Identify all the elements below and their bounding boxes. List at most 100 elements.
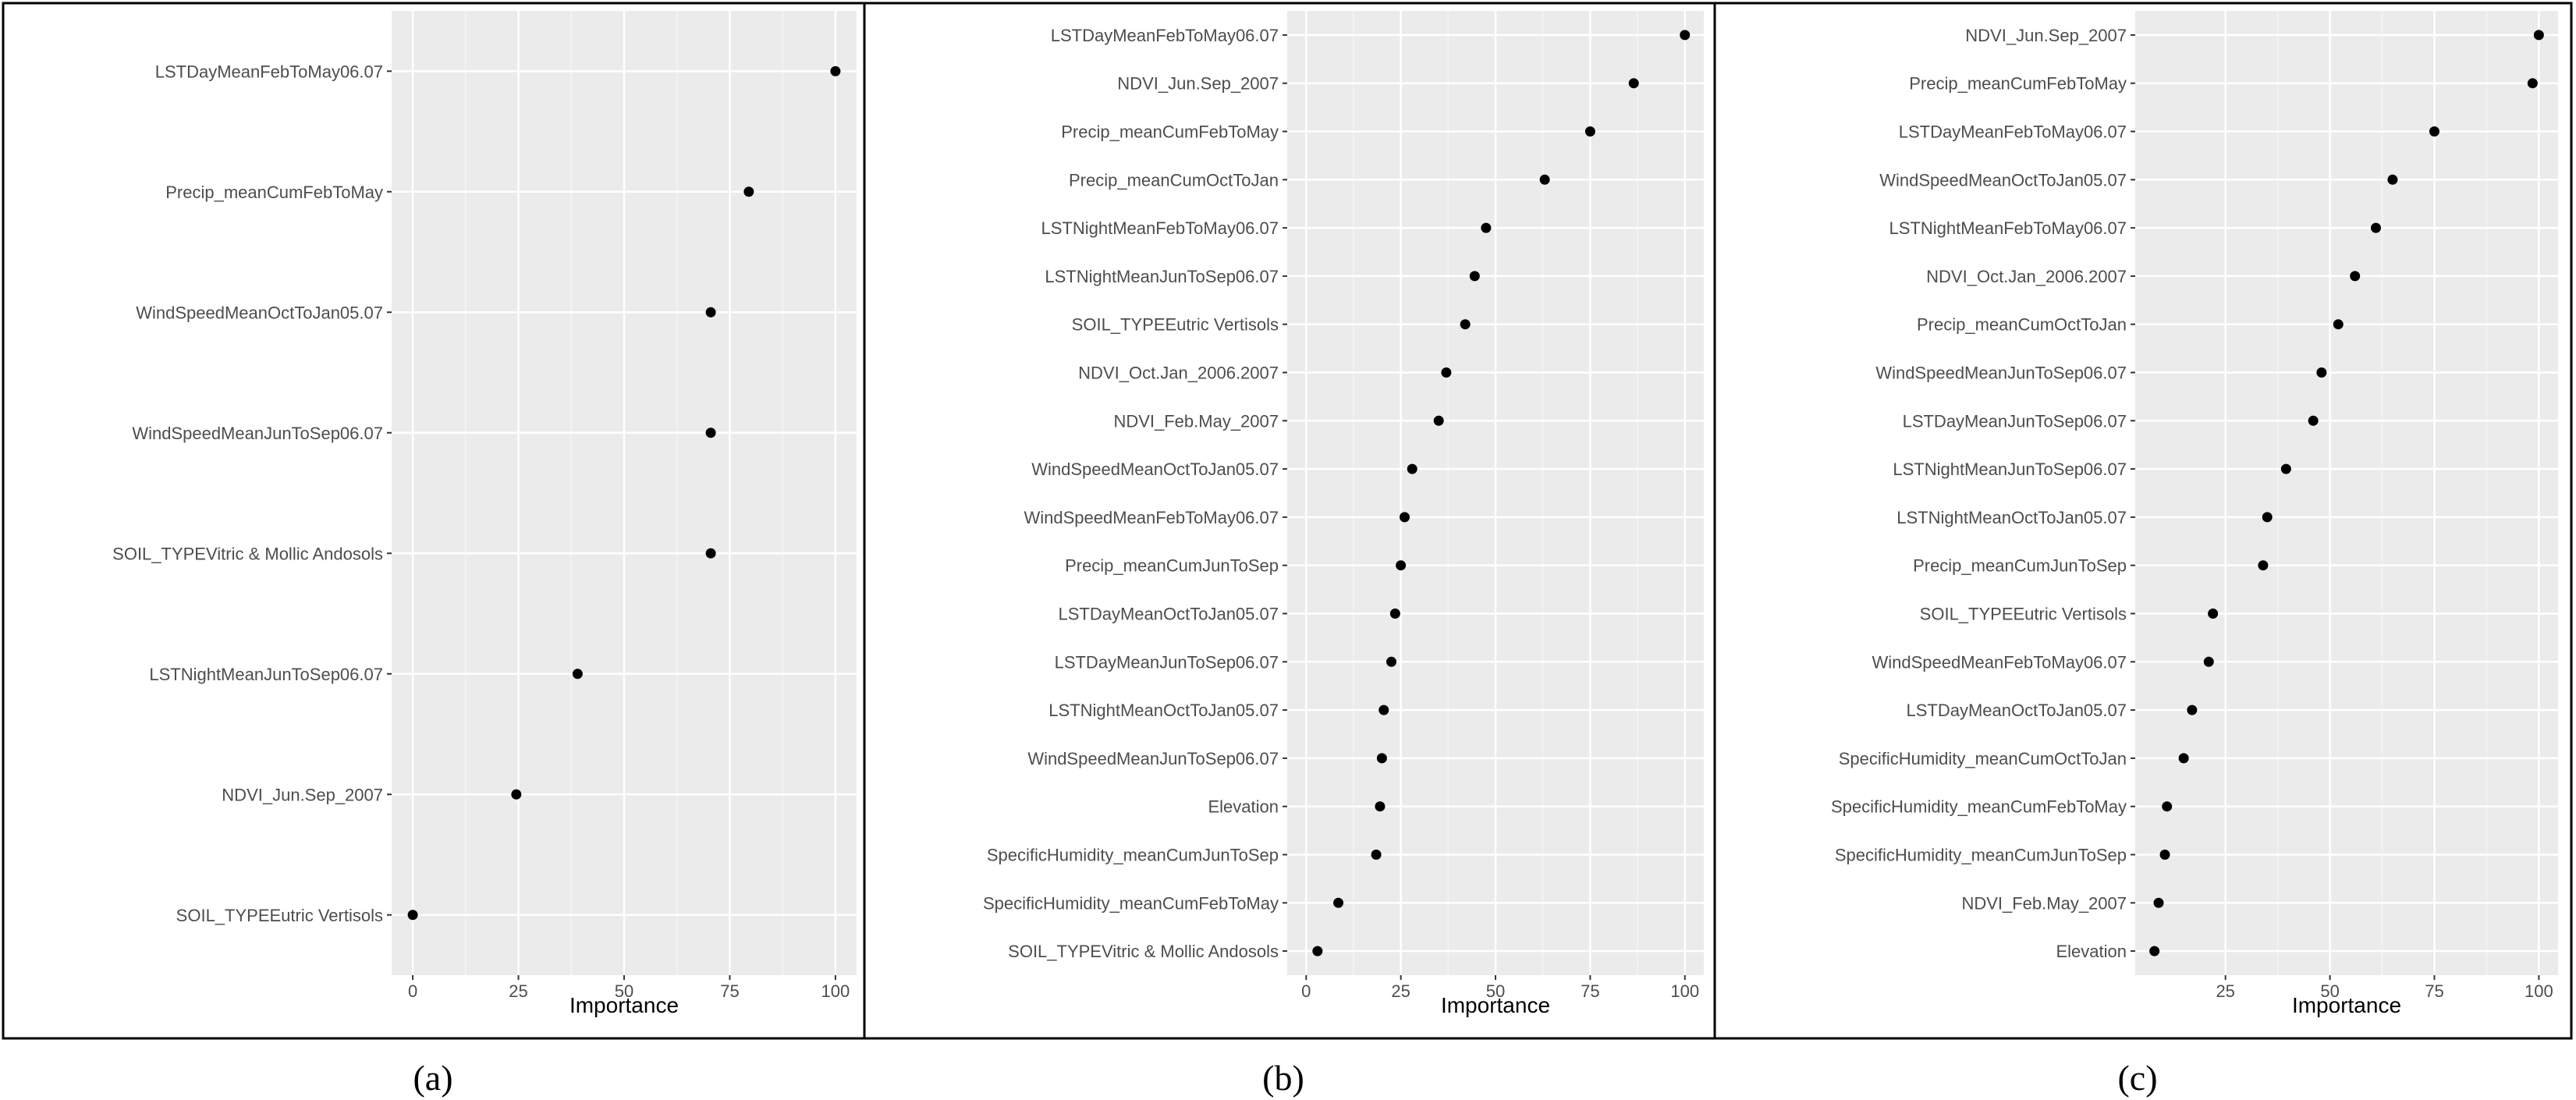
y-tick-label: SpecificHumidity_meanCumFebToMay [983, 893, 1279, 913]
y-tick-label: WindSpeedMeanFebToMay06.07 [1872, 652, 2127, 672]
data-point [2333, 319, 2344, 330]
y-tick-label: LSTDayMeanFebToMay06.07 [155, 62, 383, 81]
y-tick-label: LSTNightMeanJunToSep06.07 [1045, 267, 1279, 286]
data-point [1628, 78, 1639, 89]
data-point [2429, 126, 2439, 137]
data-point [2178, 753, 2189, 764]
data-point [705, 307, 716, 318]
panel-b: LSTDayMeanFebToMay06.07 NDVI_Jun.Sep_2007… [983, 11, 1704, 1098]
x-tick-label: 75 [720, 981, 739, 1001]
data-point [2203, 656, 2214, 667]
y-tick-label: LSTNightMeanFebToMay06.07 [1041, 218, 1279, 238]
panel-a-label: (a) [413, 1058, 452, 1098]
data-point [830, 66, 841, 76]
panel-c: NDVI_Jun.Sep_2007 Precip_meanCumFebToMay L… [1831, 11, 2558, 1098]
panel-a-x-tick-labels: 0 25 50 75 100 [408, 975, 850, 1001]
x-tick-label: 100 [821, 981, 850, 1001]
data-point [1680, 30, 1691, 41]
panel-c-x-tick-labels: 25 50 75 100 [2216, 975, 2553, 1001]
y-tick-label: Elevation [2056, 942, 2127, 961]
data-point [705, 428, 716, 438]
data-point [743, 186, 754, 197]
x-tick-label: 75 [2425, 981, 2443, 1001]
y-tick-label: LSTNightMeanJunToSep06.07 [149, 665, 383, 684]
data-point [1376, 753, 1387, 764]
y-tick-label: SOIL_TYPEVitric & Mollic Andosols [1008, 942, 1279, 961]
y-tick-label: SOIL_TYPEEutric Vertisols [1072, 315, 1279, 335]
x-tick-label: 25 [2216, 981, 2234, 1001]
data-point [1371, 850, 1382, 860]
data-point [2308, 415, 2319, 426]
data-point [2533, 30, 2544, 41]
y-tick-label: LSTDayMeanJunToSep06.07 [1903, 411, 2127, 431]
x-tick-label: 0 [1301, 981, 1311, 1001]
x-tick-label: 50 [615, 981, 633, 1001]
y-tick-label: LSTDayMeanFebToMay06.07 [1051, 26, 1279, 45]
x-tick-label: 50 [2320, 981, 2339, 1001]
data-point [2208, 609, 2219, 619]
data-point [1378, 704, 1389, 715]
y-tick-label: SOIL_TYPEEutric Vertisols [1920, 605, 2127, 624]
panel-b-x-axis-title: Importance [1441, 993, 1550, 1017]
data-point [2187, 704, 2198, 715]
panel-c-y-tick-labels: NDVI_Jun.Sep_2007 Precip_meanCumFebToMay L… [1831, 26, 2135, 961]
y-tick-label: Elevation [1208, 797, 1279, 817]
data-point [2387, 174, 2398, 185]
x-tick-label: 25 [1391, 981, 1410, 1001]
y-tick-label: NDVI_Oct.Jan_2006.2007 [1078, 364, 1279, 383]
data-point [1460, 319, 1471, 330]
x-tick-label: 50 [1486, 981, 1505, 1001]
y-tick-label: LSTDayMeanFebToMay06.07 [1899, 122, 2127, 142]
y-tick-label: SOIL_TYPEVitric & Mollic Andosols [112, 544, 383, 563]
y-tick-label: Precip_meanCumFebToMay [1909, 74, 2127, 94]
y-tick-label: Precip_meanCumJunToSep [1065, 556, 1279, 576]
y-tick-label: LSTNightMeanJunToSep06.07 [1893, 460, 2127, 479]
panel-b-x-tick-labels: 0 25 50 75 100 [1301, 975, 1699, 1001]
x-tick-label: 100 [2525, 981, 2553, 1001]
y-tick-label: LSTNightMeanOctToJan05.07 [1897, 508, 2127, 527]
data-point [1312, 946, 1323, 956]
y-tick-label: Precip_meanCumFebToMay [1061, 122, 1279, 142]
data-point [2153, 897, 2164, 908]
y-tick-label: NDVI_Jun.Sep_2007 [222, 785, 383, 804]
data-point [2527, 78, 2538, 89]
data-point [1375, 801, 1386, 812]
panel-c-x-axis-title: Importance [2292, 993, 2401, 1017]
figure-border [2, 2, 2573, 1040]
data-point [2280, 463, 2291, 474]
panel-a-y-tick-labels: LSTDayMeanFebToMay06.07 Precip_meanCumFeb… [112, 62, 392, 925]
x-tick-label: 100 [1670, 981, 1699, 1001]
data-point [2149, 946, 2160, 956]
y-tick-label: WindSpeedMeanOctToJan05.07 [1879, 170, 2127, 190]
panel-a: LSTDayMeanFebToMay06.07 Precip_meanCumFeb… [112, 11, 857, 1098]
panel-a-x-axis-title: Importance [569, 993, 679, 1017]
data-point [1584, 126, 1595, 137]
data-point [1399, 512, 1410, 523]
data-point [1333, 897, 1344, 908]
y-tick-label: SpecificHumidity_meanCumFebToMay [1831, 797, 2127, 817]
data-point [1469, 271, 1480, 282]
y-tick-label: Precip_meanCumOctToJan [1069, 170, 1279, 190]
data-point [1386, 656, 1396, 667]
y-tick-label: NDVI_Feb.May_2007 [1961, 893, 2127, 913]
data-point [1539, 174, 1550, 185]
y-tick-label: Precip_meanCumJunToSep [1913, 556, 2127, 576]
data-point [2262, 512, 2273, 523]
y-tick-label: WindSpeedMeanJunToSep06.07 [132, 424, 383, 443]
y-tick-label: NDVI_Jun.Sep_2007 [1965, 26, 2127, 45]
data-point [572, 669, 583, 680]
y-tick-label: SpecificHumidity_meanCumJunToSep [1835, 846, 2127, 865]
data-point [1433, 415, 1444, 426]
y-tick-label: LSTDayMeanJunToSep06.07 [1055, 652, 1279, 672]
data-point [705, 548, 716, 559]
y-tick-label: WindSpeedMeanJunToSep06.07 [1027, 749, 1279, 768]
data-point [1441, 367, 1452, 378]
y-tick-label: SpecificHumidity_meanCumOctToJan [1839, 749, 2127, 768]
data-point [1389, 609, 1400, 619]
panel-b-points [1312, 30, 1691, 956]
data-point [1407, 463, 1418, 474]
panel-c-grid [2135, 11, 2558, 975]
y-tick-label: Precip_meanCumFebToMay [165, 183, 383, 202]
data-point [2162, 801, 2173, 812]
